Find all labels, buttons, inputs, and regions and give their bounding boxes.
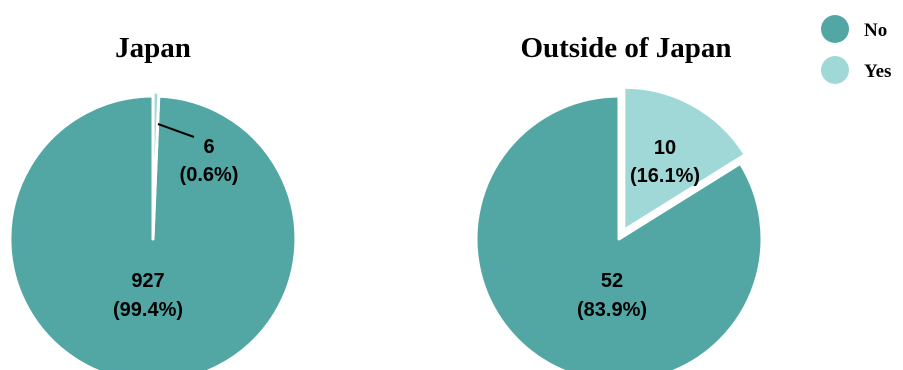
data-label-japan-yes-percent: (0.6%) — [180, 164, 239, 186]
data-label-outside-yes-percent: (16.1%) — [630, 165, 700, 187]
legend-swatch-no — [821, 15, 849, 43]
pie-chart-japan: 6 (0.6%) 927 (99.4%) — [8, 90, 298, 370]
data-label-japan-yes-value: 6 — [203, 136, 214, 158]
legend-label-yes: Yes — [864, 61, 891, 82]
data-label-japan-no-value: 927 — [131, 270, 164, 292]
data-label-outside-no-percent: (83.9%) — [577, 299, 647, 321]
data-label-outside-no-value: 52 — [601, 270, 623, 292]
chart-title-japan: Japan — [115, 32, 191, 64]
pie-slice-outside-no — [474, 94, 764, 370]
legend-swatch-yes — [821, 56, 849, 84]
data-label-outside-yes-value: 10 — [654, 137, 676, 159]
data-label-japan-no-percent: (99.4%) — [113, 299, 183, 321]
pie-slice-japan-yes — [151, 90, 161, 236]
legend: No Yes — [821, 15, 891, 84]
chart-title-outside-japan: Outside of Japan — [520, 32, 731, 64]
pie-slice-outside-yes — [622, 85, 748, 233]
pie-chart-outside-japan: 10 (16.1%) 52 (83.9%) — [474, 85, 764, 370]
legend-label-no: No — [864, 20, 887, 41]
leader-line-japan-yes — [157, 123, 195, 138]
